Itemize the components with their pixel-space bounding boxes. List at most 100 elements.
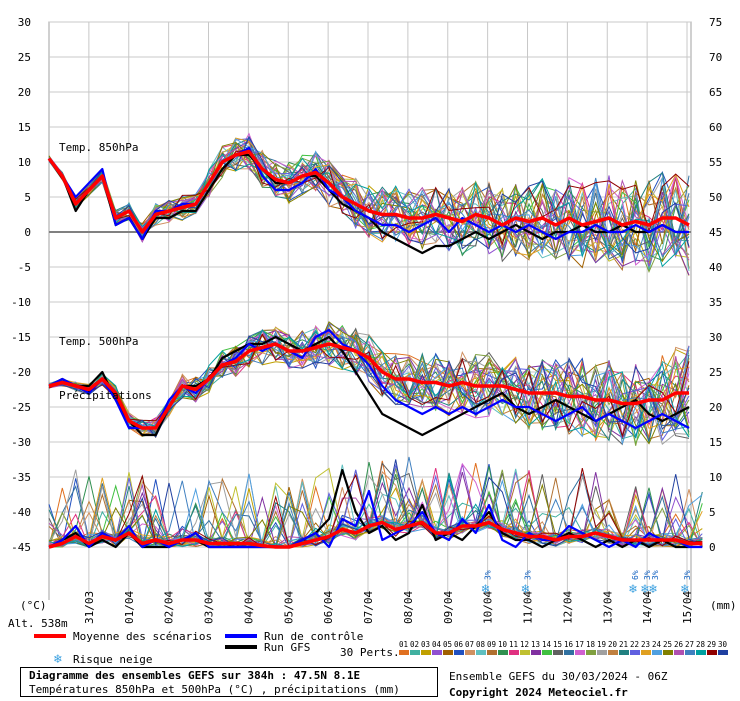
- pert-swatch: [685, 650, 695, 655]
- left-tick-label: 15: [18, 121, 31, 134]
- member-line: [48, 333, 690, 438]
- x-tick-label: 11/04: [522, 591, 535, 624]
- right-tick-label: 10: [709, 471, 722, 484]
- pert-number: 08: [476, 640, 486, 649]
- pert-swatch: [542, 650, 552, 655]
- right-tick-label: 60: [709, 121, 722, 134]
- mean-t500-line: [48, 342, 689, 430]
- pert-number: 21: [619, 640, 628, 649]
- pert-swatch: [597, 650, 607, 655]
- gfs-t500-line: [48, 335, 690, 437]
- pert-number: 19: [597, 640, 606, 649]
- x-axis-ticks: 31/03 01/04 02/04 03/04 04/04 05/04 06/04 07/04…: [83, 591, 694, 624]
- pert-swatch: [707, 650, 717, 655]
- pert-swatch: [586, 650, 596, 655]
- right-axis-unit: (mm): [710, 599, 737, 612]
- pert-swatch: [674, 650, 684, 655]
- altitude-label: Alt. 538m: [8, 617, 68, 630]
- pert-number: 23: [641, 640, 650, 649]
- left-axis-unit: (°C): [20, 599, 47, 612]
- legend-snow-label: Risque neige: [73, 653, 152, 666]
- x-tick-label: 03/04: [203, 591, 216, 624]
- x-tick-label: 10/04: [482, 591, 495, 624]
- right-tick-label: 45: [709, 226, 722, 239]
- legend-mean-label: Moyenne des scénarios: [73, 630, 212, 643]
- gfs-precip-line: [48, 468, 689, 549]
- mean-precip-line: [48, 520, 703, 549]
- member-line: [48, 469, 703, 548]
- left-tick-label: -30: [11, 436, 31, 449]
- t500-panel-label: Temp. 500hPa: [59, 335, 138, 348]
- left-tick-label: -15: [11, 331, 31, 344]
- pert-swatch: [432, 650, 442, 655]
- member-line: [48, 325, 690, 431]
- snow-percent-label: 3%: [484, 570, 493, 580]
- pert-swatch: [696, 650, 706, 655]
- pert-swatch: [652, 650, 662, 655]
- pert-number: 14: [542, 640, 552, 649]
- run-info: Ensemble GEFS du 30/03/2024 - 06Z: [449, 670, 668, 683]
- pert-number: 16: [564, 640, 574, 649]
- left-tick-label: -20: [11, 366, 31, 379]
- pert-number: 11: [509, 640, 518, 649]
- snow-percent-label: 3%: [524, 570, 533, 580]
- pert-swatch: [718, 650, 728, 655]
- snowflake-icon: ❄: [680, 582, 689, 597]
- pert-swatch: [476, 650, 486, 655]
- snow-percent-label: 3%: [683, 570, 692, 580]
- pert-number: 24: [652, 640, 662, 649]
- pert-number: 07: [465, 640, 474, 649]
- snowflake-icon: ❄: [481, 582, 490, 597]
- x-tick-label: 07/04: [362, 591, 375, 624]
- chart-title: Diagramme des ensembles GEFS sur 384h : …: [29, 669, 361, 682]
- left-tick-label: 0: [24, 226, 31, 239]
- right-tick-label: 75: [709, 16, 722, 29]
- pert-number: 17: [575, 640, 584, 649]
- right-tick-label: 25: [709, 366, 722, 379]
- right-tick-label: 70: [709, 51, 722, 64]
- legend-gfs-label: Run GFS: [264, 641, 310, 654]
- member-line: [48, 148, 690, 261]
- left-tick-label: -35: [11, 471, 31, 484]
- left-tick-label: 10: [18, 156, 31, 169]
- copyright: Copyright 2024 Meteociel.fr: [449, 686, 628, 699]
- left-tick-label: 30: [18, 16, 31, 29]
- member-line: [48, 145, 690, 263]
- x-tick-label: 06/04: [322, 591, 335, 624]
- pert-number: 06: [454, 640, 464, 649]
- left-tick-label: -40: [11, 506, 31, 519]
- x-tick-label: 09/04: [442, 591, 455, 624]
- x-tick-label: 08/04: [402, 591, 415, 624]
- member-line: [48, 137, 690, 257]
- chart-grid: [48, 21, 692, 600]
- right-tick-label: 50: [709, 191, 722, 204]
- snow-markers: 3%❄3%❄6%❄3%❄3%❄3%❄: [481, 570, 692, 597]
- chart-title-box: Diagramme des ensembles GEFS sur 384h : …: [20, 667, 438, 697]
- pert-swatch: [630, 650, 640, 655]
- left-tick-label: 25: [18, 51, 31, 64]
- pert-number: 25: [663, 640, 672, 649]
- right-tick-label: 55: [709, 156, 722, 169]
- x-tick-label: 05/04: [282, 591, 295, 624]
- pert-number: 28: [696, 640, 706, 649]
- ensemble-members: [48, 132, 703, 549]
- left-tick-label: -5: [18, 261, 31, 274]
- pert-number: 03: [421, 640, 430, 649]
- pert-swatch: [498, 650, 508, 655]
- x-tick-label: 14/04: [641, 591, 654, 624]
- left-tick-label: 20: [18, 86, 31, 99]
- pert-swatch: [410, 650, 420, 655]
- left-tick-label: 5: [24, 191, 31, 204]
- pert-number: 09: [487, 640, 496, 649]
- pert-number: 26: [674, 640, 684, 649]
- pert-swatch: [531, 650, 541, 655]
- snow-percent-label: 3%: [651, 570, 660, 580]
- right-tick-label: 30: [709, 331, 722, 344]
- right-tick-label: 65: [709, 86, 722, 99]
- pert-number: 12: [520, 640, 529, 649]
- member-line: [48, 328, 690, 437]
- pert-swatch: [487, 650, 497, 655]
- legend-control-label: Run de contrôle: [264, 630, 363, 643]
